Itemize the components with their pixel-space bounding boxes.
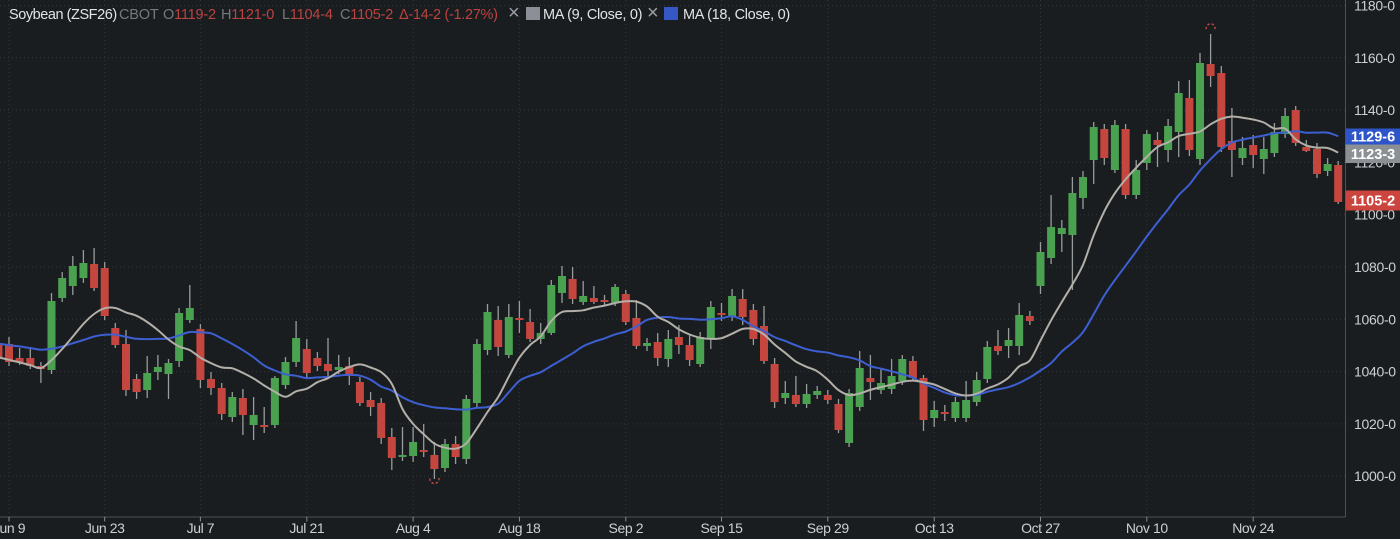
svg-text:Jun 23: Jun 23 xyxy=(85,520,125,536)
svg-text:Aug 18: Aug 18 xyxy=(498,520,541,536)
svg-text:1105-2: 1105-2 xyxy=(1351,194,1395,210)
svg-text:Nov 24: Nov 24 xyxy=(1232,520,1275,536)
svg-text:Aug 4: Aug 4 xyxy=(396,520,431,536)
svg-text:1123-3: 1123-3 xyxy=(1351,147,1395,163)
svg-text:Oct 13: Oct 13 xyxy=(915,520,954,536)
svg-text:Oct 27: Oct 27 xyxy=(1021,520,1060,536)
svg-text:Jul 7: Jul 7 xyxy=(187,520,215,536)
svg-text:Jun 9: Jun 9 xyxy=(0,520,26,536)
svg-text:1040-0: 1040-0 xyxy=(1354,364,1396,380)
svg-text:Nov 10: Nov 10 xyxy=(1126,520,1169,536)
svg-text:1080-0: 1080-0 xyxy=(1354,259,1396,275)
svg-text:1160-0: 1160-0 xyxy=(1354,50,1395,66)
svg-text:Sep 15: Sep 15 xyxy=(701,520,744,536)
svg-text:1140-0: 1140-0 xyxy=(1354,102,1395,118)
svg-text:Sep 29: Sep 29 xyxy=(807,520,850,536)
svg-text:1060-0: 1060-0 xyxy=(1354,311,1396,327)
svg-text:Sep 2: Sep 2 xyxy=(609,520,644,536)
svg-text:1180-0: 1180-0 xyxy=(1354,0,1395,14)
svg-text:1129-6: 1129-6 xyxy=(1351,130,1395,146)
svg-text:1000-0: 1000-0 xyxy=(1354,468,1396,484)
svg-text:Jul 21: Jul 21 xyxy=(289,520,325,536)
svg-text:1100-0: 1100-0 xyxy=(1354,207,1395,223)
svg-text:1020-0: 1020-0 xyxy=(1354,416,1396,432)
